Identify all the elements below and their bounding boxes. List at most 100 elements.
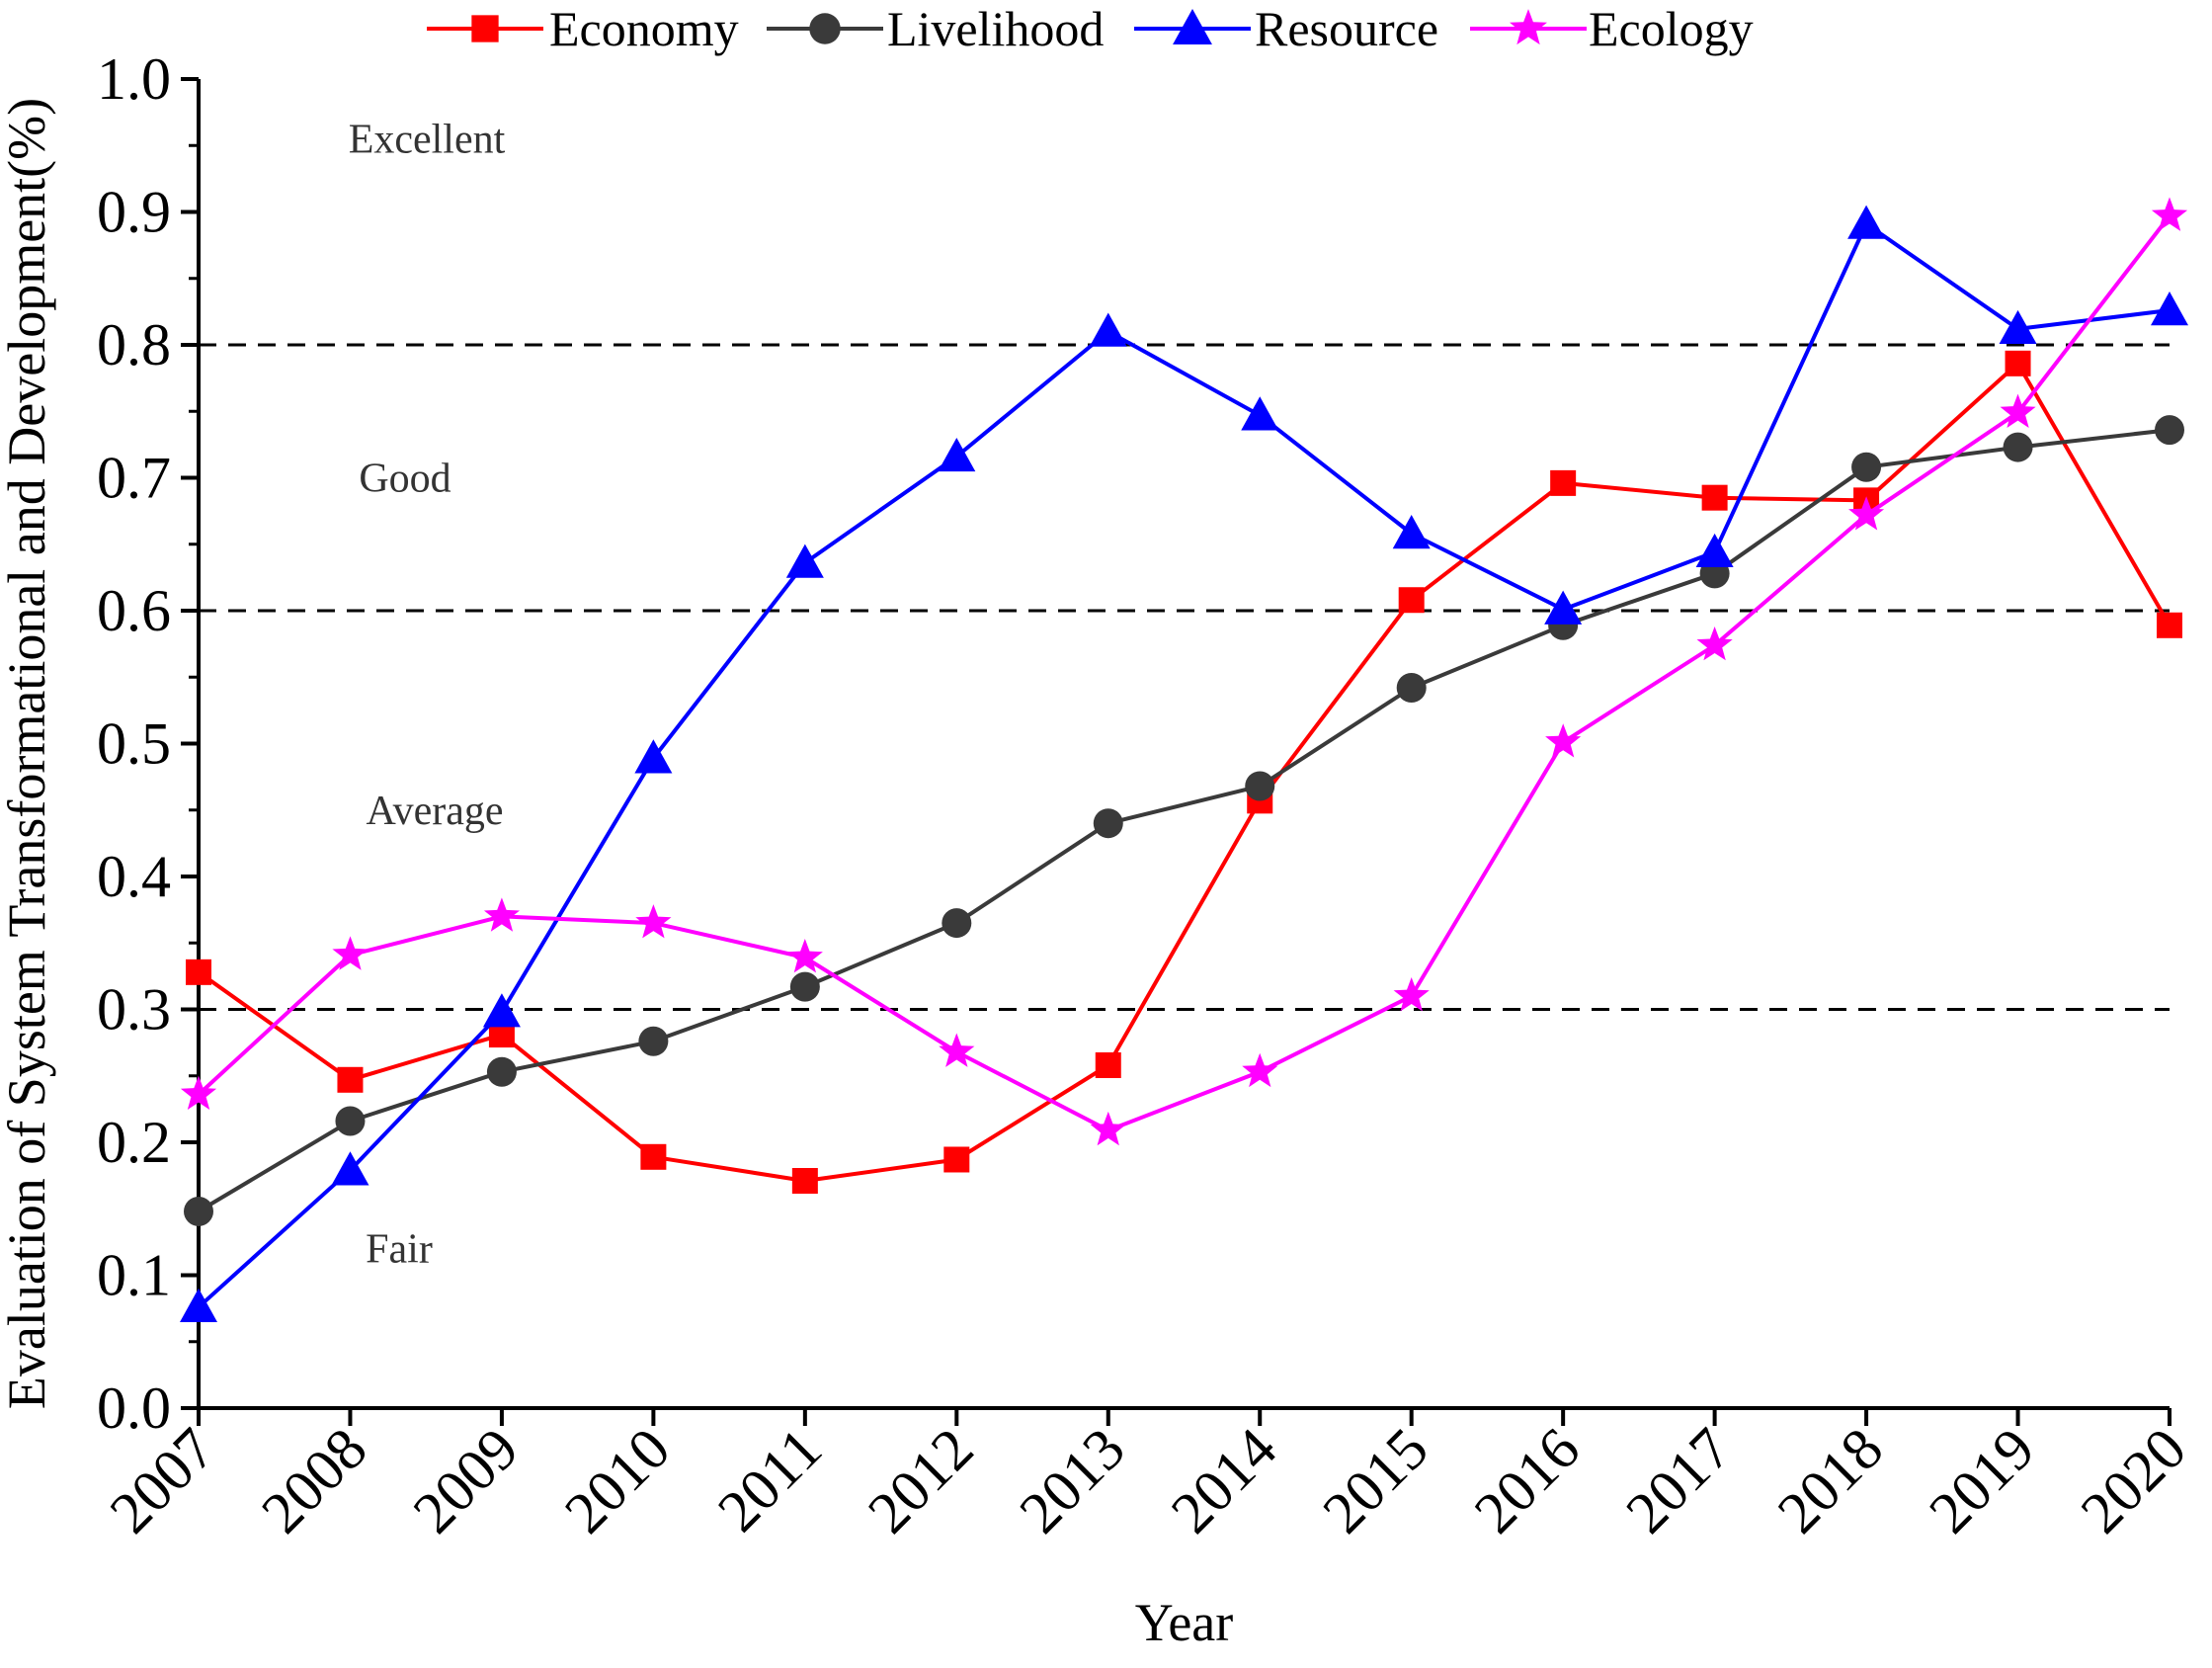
- livelihood-point-2012: [942, 908, 972, 939]
- legend-label-livelihood: Livelihood: [887, 1, 1104, 56]
- legend-triangle-icon: [1173, 9, 1212, 44]
- livelihood-point-2015: [1396, 673, 1427, 704]
- resource-point-2007: [180, 1288, 217, 1322]
- ecology-point-2011: [786, 939, 823, 973]
- economy-point-2007: [186, 959, 211, 985]
- resource-line: [197, 221, 2171, 1309]
- ecology-point-2018: [1848, 496, 1885, 531]
- livelihood-point-2007: [184, 1196, 213, 1226]
- resource-point-2011: [785, 543, 824, 578]
- y-tick-label: 0.1: [97, 1243, 171, 1308]
- x-tick-label: 2011: [705, 1416, 834, 1544]
- y-tick-label: 0.2: [97, 1110, 171, 1175]
- ecology-point-2008: [332, 936, 369, 970]
- resource-point-2016: [1544, 590, 1583, 625]
- legend-item-resource: Resource: [1134, 1, 1438, 56]
- economy-point-2010: [640, 1143, 667, 1170]
- economy-point-2015: [1398, 587, 1425, 614]
- x-tick-label: 2013: [1007, 1416, 1137, 1546]
- livelihood-point-2014: [1245, 771, 1275, 801]
- economy-point-2019: [2005, 350, 2031, 376]
- economy-point-2012: [943, 1146, 970, 1173]
- band-label-fair: Fair: [366, 1227, 433, 1273]
- resource-point-2013: [1089, 312, 1127, 347]
- livelihood-point-2018: [1851, 452, 1882, 482]
- resource-point-2018: [1847, 205, 1886, 239]
- ecology-point-2020: [2151, 197, 2188, 231]
- x-tick-label: 2019: [1917, 1416, 2047, 1546]
- legend-square-icon: [471, 15, 499, 42]
- legend-item-economy: Economy: [427, 1, 739, 56]
- livelihood-point-2013: [1093, 808, 1123, 839]
- legend-circle-icon: [809, 13, 841, 44]
- y-tick-label: 0.7: [97, 446, 171, 511]
- series-ecology: [180, 197, 2188, 1146]
- ecology-point-2016: [1545, 723, 1582, 758]
- legend-label-ecology: Ecology: [1589, 1, 1754, 56]
- x-tick-label: 2015: [1310, 1416, 1440, 1546]
- resource-point-2019: [1999, 309, 2037, 345]
- livelihood-point-2008: [335, 1106, 366, 1136]
- series-resource: [180, 205, 2188, 1322]
- x-tick-label: 2009: [401, 1416, 532, 1546]
- y-tick-label: 0.8: [97, 312, 171, 377]
- reference-lines: [199, 343, 2170, 1011]
- band-label-excellent: Excellent: [349, 118, 506, 163]
- band-annotations: Excellent Good Average Fair: [349, 118, 506, 1273]
- economy-point-2017: [1701, 484, 1728, 511]
- resource-point-2017: [1695, 533, 1734, 568]
- legend-label-resource: Resource: [1255, 1, 1438, 56]
- x-axis-title: Year: [1135, 1593, 1234, 1652]
- ecology-point-2015: [1393, 977, 1430, 1012]
- ecology-point-2009: [483, 897, 520, 932]
- resource-point-2020: [2151, 292, 2188, 326]
- livelihood-point-2009: [486, 1056, 517, 1087]
- legend-label-economy: Economy: [549, 1, 739, 56]
- economy-line: [197, 361, 2171, 1183]
- ecology-point-2013: [1090, 1111, 1126, 1146]
- y-tick-label: 1.0: [97, 46, 171, 112]
- x-tick-label: 2012: [856, 1416, 986, 1546]
- legend-star-icon: [1510, 9, 1547, 45]
- resource-point-2009: [482, 993, 521, 1028]
- resource-point-2008: [331, 1151, 369, 1186]
- economy-point-2016: [1550, 469, 1577, 496]
- x-tick-label: 2020: [2069, 1416, 2199, 1546]
- legend-item-ecology: Ecology: [1470, 1, 1754, 56]
- y-axis-title: Evaluation of System Transformational an…: [0, 98, 56, 1409]
- y-tick-label: 0.9: [97, 180, 171, 245]
- ecology-point-2007: [180, 1075, 217, 1110]
- economy-point-2020: [2157, 612, 2182, 638]
- y-tick-label: 0.6: [97, 578, 171, 643]
- resource-point-2012: [938, 437, 976, 472]
- band-label-average: Average: [366, 789, 503, 834]
- x-tick-label: 2017: [1613, 1416, 1744, 1546]
- series-layer: [180, 197, 2188, 1322]
- livelihood-line: [197, 428, 2171, 1213]
- resource-point-2014: [1241, 396, 1279, 431]
- x-tick-label: 2014: [1159, 1416, 1289, 1546]
- economy-point-2008: [337, 1066, 364, 1093]
- ecology-line: [197, 214, 2171, 1132]
- band-label-good: Good: [359, 457, 451, 502]
- x-tick-label: 2010: [552, 1416, 683, 1546]
- x-tick-label: 2016: [1462, 1416, 1593, 1546]
- ecology-point-2019: [2000, 393, 2036, 428]
- x-tick-label: 2008: [249, 1416, 379, 1546]
- resource-point-2015: [1392, 514, 1431, 549]
- y-tick-label: 0.5: [97, 711, 171, 777]
- livelihood-point-2019: [2003, 432, 2033, 462]
- ecology-point-2017: [1696, 626, 1733, 661]
- legend: Economy Livelihood Resource Ecology: [427, 1, 1754, 56]
- livelihood-point-2011: [789, 971, 820, 1002]
- series-economy: [186, 350, 2182, 1195]
- x-tick-label: 2018: [1765, 1416, 1896, 1546]
- livelihood-point-2010: [638, 1026, 669, 1056]
- economy-point-2013: [1095, 1051, 1121, 1078]
- ecology-point-2012: [939, 1033, 975, 1067]
- legend-item-livelihood: Livelihood: [767, 1, 1104, 56]
- y-tick-label: 0.3: [97, 977, 171, 1042]
- y-tick-label: 0.0: [97, 1376, 171, 1441]
